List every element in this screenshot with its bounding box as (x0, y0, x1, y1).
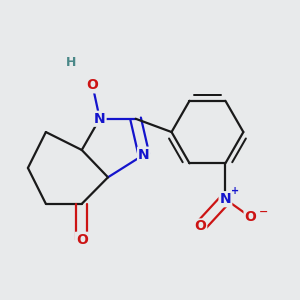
Text: N: N (94, 112, 106, 126)
Text: O: O (194, 220, 206, 233)
Text: N: N (220, 192, 231, 206)
Text: N: N (138, 148, 150, 162)
Text: −: − (258, 207, 268, 217)
Text: O: O (87, 78, 98, 92)
Text: O: O (244, 210, 256, 224)
Text: +: + (231, 186, 239, 196)
Text: H: H (66, 56, 76, 68)
Text: O: O (76, 233, 88, 247)
